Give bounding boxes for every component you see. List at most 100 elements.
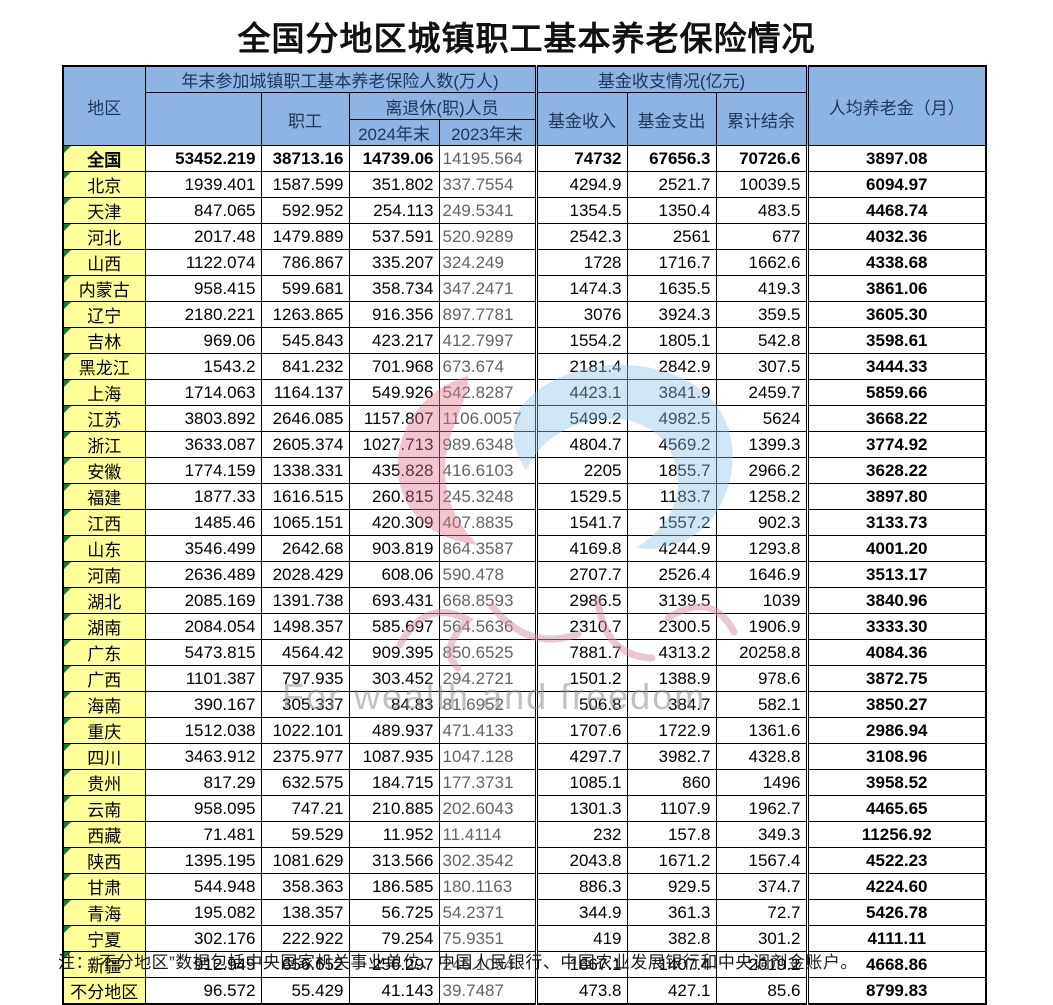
- data-cell[interactable]: 2636.489: [144, 561, 262, 588]
- data-cell[interactable]: 374.7: [715, 873, 808, 900]
- data-cell[interactable]: 4465.65: [805, 795, 987, 822]
- data-cell[interactable]: 4169.8: [534, 535, 628, 562]
- data-cell[interactable]: 5426.78: [805, 899, 987, 926]
- data-cell[interactable]: 177.3731: [438, 769, 537, 796]
- data-cell[interactable]: 608.06: [348, 561, 440, 588]
- data-cell[interactable]: 4804.7: [534, 431, 628, 458]
- data-cell[interactable]: 344.9: [534, 899, 628, 926]
- data-cell[interactable]: 668.8593: [438, 587, 537, 614]
- data-cell[interactable]: 4224.60: [805, 873, 987, 900]
- data-cell[interactable]: 3850.27: [805, 691, 987, 718]
- data-cell[interactable]: 1774.159: [144, 457, 262, 484]
- data-cell[interactable]: 222.922: [260, 925, 350, 952]
- data-cell[interactable]: 2300.5: [626, 613, 717, 640]
- data-cell[interactable]: 412.7997: [438, 327, 537, 354]
- data-cell[interactable]: 1350.4: [626, 197, 717, 224]
- data-cell[interactable]: 41.143: [348, 977, 440, 1005]
- data-cell[interactable]: 361.3: [626, 899, 717, 926]
- data-cell[interactable]: 81.6952: [438, 691, 537, 718]
- data-cell[interactable]: 747.21: [260, 795, 350, 822]
- data-cell[interactable]: 1616.515: [260, 483, 350, 510]
- data-cell[interactable]: 3861.06: [805, 275, 987, 302]
- data-cell[interactable]: 489.937: [348, 717, 440, 744]
- region-cell[interactable]: 宁夏: [62, 925, 146, 952]
- data-cell[interactable]: 435.828: [348, 457, 440, 484]
- data-cell[interactable]: 5624: [715, 405, 808, 432]
- data-cell[interactable]: 1501.2: [534, 665, 628, 692]
- data-cell[interactable]: 3444.33: [805, 353, 987, 380]
- data-cell[interactable]: 471.4133: [438, 717, 537, 744]
- data-cell[interactable]: 71.481: [144, 821, 262, 848]
- data-cell[interactable]: 2986.5: [534, 587, 628, 614]
- region-cell[interactable]: 北京: [62, 171, 146, 198]
- data-cell[interactable]: 2561: [626, 223, 717, 250]
- data-cell[interactable]: 1554.2: [534, 327, 628, 354]
- data-cell[interactable]: 423.217: [348, 327, 440, 354]
- data-cell[interactable]: 4328.8: [715, 743, 808, 770]
- data-cell[interactable]: 358.363: [260, 873, 350, 900]
- data-cell[interactable]: 473.8: [534, 977, 628, 1005]
- data-cell[interactable]: 1263.865: [260, 301, 350, 328]
- data-cell[interactable]: 3840.96: [805, 587, 987, 614]
- header-fund-expense[interactable]: 基金支出: [626, 92, 717, 146]
- data-cell[interactable]: 4032.36: [805, 223, 987, 250]
- data-cell[interactable]: 1101.387: [144, 665, 262, 692]
- data-cell[interactable]: 632.575: [260, 769, 350, 796]
- data-cell[interactable]: 564.5636: [438, 613, 537, 640]
- data-cell[interactable]: 1587.599: [260, 171, 350, 198]
- data-cell[interactable]: 307.5: [715, 353, 808, 380]
- data-cell[interactable]: 390.167: [144, 691, 262, 718]
- data-cell[interactable]: 1728: [534, 249, 628, 276]
- data-cell[interactable]: 1399.3: [715, 431, 808, 458]
- region-cell[interactable]: 西藏: [62, 821, 146, 848]
- data-cell[interactable]: 11256.92: [805, 821, 987, 848]
- data-cell[interactable]: 2459.7: [715, 379, 808, 406]
- region-cell[interactable]: 天津: [62, 197, 146, 224]
- data-cell[interactable]: 1855.7: [626, 457, 717, 484]
- data-cell[interactable]: 3546.499: [144, 535, 262, 562]
- data-cell[interactable]: 1635.5: [626, 275, 717, 302]
- data-cell[interactable]: 67656.3: [626, 145, 717, 172]
- data-cell[interactable]: 1567.4: [715, 847, 808, 874]
- data-cell[interactable]: 4569.2: [626, 431, 717, 458]
- data-cell[interactable]: 3924.3: [626, 301, 717, 328]
- data-cell[interactable]: 1512.038: [144, 717, 262, 744]
- region-cell[interactable]: 湖南: [62, 613, 146, 640]
- data-cell[interactable]: 897.7781: [438, 301, 537, 328]
- data-cell[interactable]: 56.725: [348, 899, 440, 926]
- data-cell[interactable]: 599.681: [260, 275, 350, 302]
- data-cell[interactable]: 912.949: [144, 951, 262, 978]
- data-cell[interactable]: 1047.128: [438, 743, 537, 770]
- data-cell[interactable]: 1877.33: [144, 483, 262, 510]
- data-cell[interactable]: 246.1094: [438, 951, 537, 978]
- data-cell[interactable]: 1164.137: [260, 379, 350, 406]
- data-cell[interactable]: 2017.48: [144, 223, 262, 250]
- data-cell[interactable]: 677: [715, 223, 808, 250]
- data-cell[interactable]: 2521.7: [626, 171, 717, 198]
- data-cell[interactable]: 8799.83: [805, 977, 987, 1005]
- data-cell[interactable]: 1106.0057: [438, 405, 537, 432]
- data-cell[interactable]: 84.83: [348, 691, 440, 718]
- data-cell[interactable]: 1646.9: [715, 561, 808, 588]
- data-cell[interactable]: 384.7: [626, 691, 717, 718]
- data-cell[interactable]: 249.5341: [438, 197, 537, 224]
- data-cell[interactable]: 382.8: [626, 925, 717, 952]
- data-cell[interactable]: 79.254: [348, 925, 440, 952]
- data-cell[interactable]: 929.5: [626, 873, 717, 900]
- data-cell[interactable]: 909.395: [348, 639, 440, 666]
- data-cell[interactable]: 1157.807: [348, 405, 440, 432]
- data-cell[interactable]: 419.3: [715, 275, 808, 302]
- data-cell[interactable]: 1395.195: [144, 847, 262, 874]
- data-cell[interactable]: 256.297: [348, 951, 440, 978]
- data-cell[interactable]: 2181.4: [534, 353, 628, 380]
- region-cell[interactable]: 贵州: [62, 769, 146, 796]
- data-cell[interactable]: 693.431: [348, 587, 440, 614]
- region-cell[interactable]: 陕西: [62, 847, 146, 874]
- region-cell[interactable]: 内蒙古: [62, 275, 146, 302]
- data-cell[interactable]: 1183.7: [626, 483, 717, 510]
- data-cell[interactable]: 1529.5: [534, 483, 628, 510]
- data-cell[interactable]: 544.948: [144, 873, 262, 900]
- data-cell[interactable]: 186.585: [348, 873, 440, 900]
- data-cell[interactable]: 1301.3: [534, 795, 628, 822]
- data-cell[interactable]: 4084.36: [805, 639, 987, 666]
